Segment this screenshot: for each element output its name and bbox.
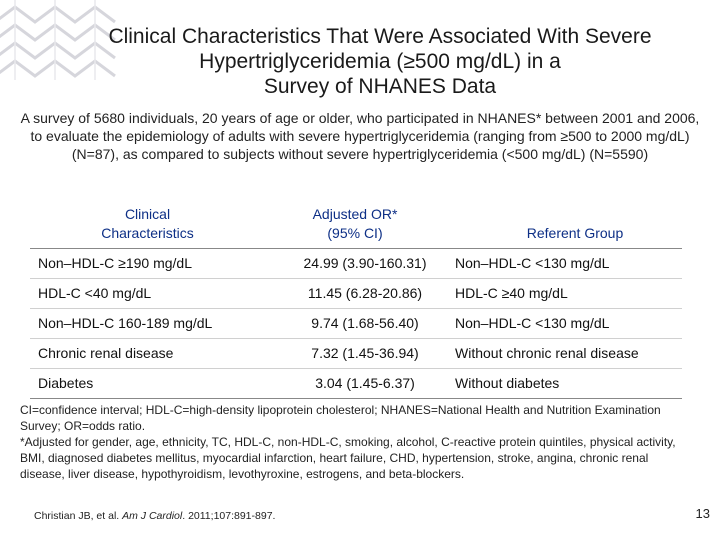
cell-referent: Non–HDL-C <130 mg/dL <box>455 255 610 271</box>
header-characteristics: Clinical Characteristics <box>60 205 235 243</box>
footnote-adjustment: *Adjusted for gender, age, ethnicity, TC… <box>20 435 676 481</box>
cell-characteristic: Chronic renal disease <box>38 345 174 361</box>
header-adjusted-or: Adjusted OR* (95% CI) <box>270 205 440 243</box>
cell-odds-ratio: 3.04 (1.45-6.37) <box>315 375 415 391</box>
table-row: HDL-C <40 mg/dL 11.45 (6.28-20.86) HDL-C… <box>30 279 682 309</box>
cell-referent: Non–HDL-C <130 mg/dL <box>455 315 610 331</box>
cell-characteristic: Non–HDL-C 160-189 mg/dL <box>38 315 213 331</box>
header-characteristics-line-2: Characteristics <box>101 225 194 241</box>
cell-odds-ratio: 24.99 (3.90-160.31) <box>303 255 427 271</box>
cell-characteristic: HDL-C <40 mg/dL <box>38 285 152 301</box>
table-header-divider <box>30 248 682 249</box>
header-characteristics-line-1: Clinical <box>124 206 171 222</box>
footnote-abbreviations: CI=confidence interval; HDL-C=high-densi… <box>20 403 661 433</box>
title-line-1: Clinical Characteristics That Were Assoc… <box>108 25 652 48</box>
cell-odds-ratio: 9.74 (1.68-56.40) <box>311 315 419 331</box>
title-line-3: Survey of NHANES Data <box>263 75 497 98</box>
citation-details: . 2011;107:891-897. <box>182 510 276 522</box>
slide-title: Clinical Characteristics That Were Assoc… <box>60 24 700 99</box>
citation: Christian JB, et al. Am J Cardiol. 2011;… <box>34 510 275 522</box>
citation-journal: Am J Cardiol <box>122 510 183 522</box>
corner-decoration <box>0 0 130 80</box>
cell-characteristic: Non–HDL-C ≥190 mg/dL <box>38 255 192 271</box>
cell-referent: HDL-C ≥40 mg/dL <box>455 285 568 301</box>
header-or-line-2: (95% CI) <box>327 225 383 241</box>
cell-referent: Without chronic renal disease <box>455 345 639 361</box>
table-row: Diabetes 3.04 (1.45-6.37) Without diabet… <box>30 369 682 399</box>
table-row: Non–HDL-C ≥190 mg/dL 24.99 (3.90-160.31)… <box>30 249 682 279</box>
cell-odds-ratio: 7.32 (1.45-36.94) <box>311 345 419 361</box>
page-number: 13 <box>695 506 710 521</box>
data-table: Non–HDL-C ≥190 mg/dL 24.99 (3.90-160.31)… <box>30 249 682 399</box>
title-line-2: Hypertriglyceridemia (≥500 mg/dL) in a <box>199 50 561 73</box>
citation-authors: Christian JB, et al. <box>34 510 123 522</box>
footnotes: CI=confidence interval; HDL-C=high-densi… <box>20 402 692 482</box>
cell-odds-ratio: 11.45 (6.28-20.86) <box>307 285 423 301</box>
table-row: Non–HDL-C 160-189 mg/dL 9.74 (1.68-56.40… <box>30 309 682 339</box>
intro-paragraph: A survey of 5680 individuals, 20 years o… <box>20 110 700 162</box>
table-row: Chronic renal disease 7.32 (1.45-36.94) … <box>30 339 682 369</box>
header-referent-group: Referent Group <box>526 225 624 241</box>
cell-referent: Without diabetes <box>455 375 560 391</box>
header-or-line-1: Adjusted OR* <box>312 206 398 222</box>
cell-characteristic: Diabetes <box>38 375 94 391</box>
